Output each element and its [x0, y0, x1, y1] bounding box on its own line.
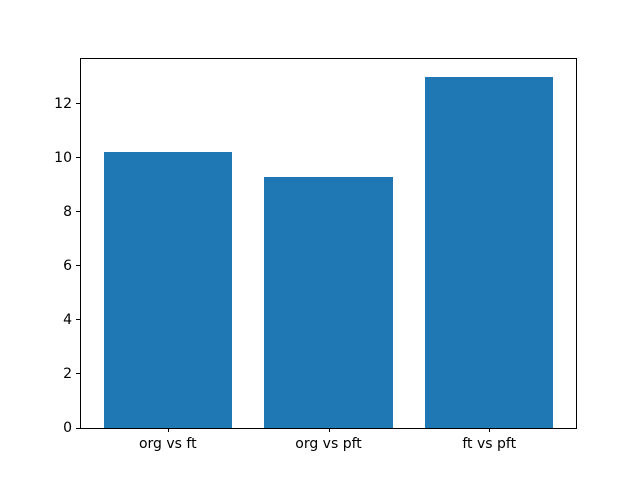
y-tick-label: 12 — [54, 95, 72, 112]
y-tick-label: 2 — [63, 365, 72, 382]
y-tick-mark — [76, 103, 80, 105]
x-tick-mark — [328, 428, 330, 432]
y-tick-mark — [76, 157, 80, 159]
x-tick-mark — [167, 428, 169, 432]
y-tick-label: 0 — [63, 420, 72, 436]
y-tick-label: 4 — [63, 311, 72, 328]
y-tick-label: 8 — [63, 203, 72, 220]
y-tick-mark — [76, 373, 80, 375]
y-tick-mark — [76, 211, 80, 213]
bar-ft-vs-pft — [424, 76, 554, 428]
y-tick-mark — [76, 319, 80, 321]
x-tick-label: org vs pft — [295, 436, 362, 452]
x-tick-mark — [489, 428, 491, 432]
plot-area: 0 2 4 6 8 10 12 org vs ft org vs pft ft vs pft — [54, 58, 577, 451]
y-tick-mark — [76, 427, 80, 429]
y-tick-label: 6 — [63, 257, 72, 274]
bar-org-vs-pft — [264, 176, 393, 428]
bar-org-vs-ft — [103, 152, 233, 428]
y-tick-label: 10 — [54, 149, 72, 166]
y-tick-mark — [76, 265, 80, 267]
x-tick-label: ft vs pft — [462, 436, 517, 452]
x-tick-label: org vs ft — [138, 436, 197, 452]
